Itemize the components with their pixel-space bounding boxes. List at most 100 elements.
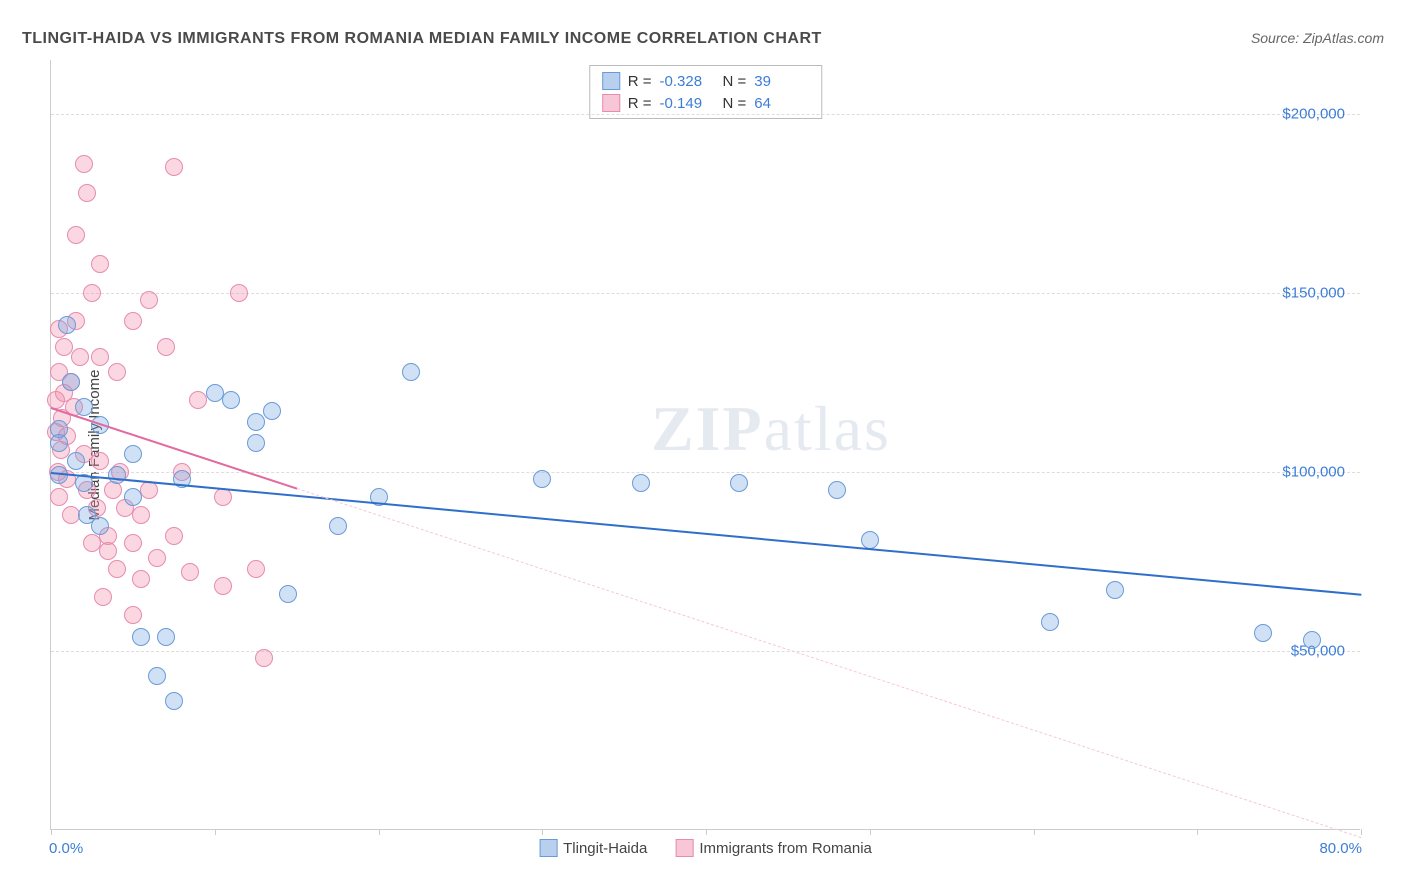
legend-item: Immigrants from Romania (675, 839, 872, 857)
scatter-point (124, 445, 142, 463)
stats-row: R =-0.149N =64 (602, 92, 810, 114)
scatter-point (94, 588, 112, 606)
scatter-point (214, 577, 232, 595)
x-axis-min-label: 0.0% (49, 840, 83, 857)
legend-swatch (675, 839, 693, 857)
scatter-plot-area: Median Family Income ZIPatlas R =-0.328N… (50, 60, 1360, 830)
chart-title: TLINGIT-HAIDA VS IMMIGRANTS FROM ROMANIA… (22, 30, 822, 48)
y-tick-label: $100,000 (1282, 463, 1345, 480)
scatter-point (132, 506, 150, 524)
source-attribution: Source: ZipAtlas.com (1251, 30, 1384, 46)
stat-n-value: 64 (754, 95, 809, 112)
scatter-point (632, 474, 650, 492)
y-tick-label: $150,000 (1282, 284, 1345, 301)
scatter-point (124, 488, 142, 506)
scatter-point (402, 363, 420, 381)
scatter-point (329, 517, 347, 535)
scatter-point (1254, 624, 1272, 642)
stat-r-value: -0.149 (660, 95, 715, 112)
legend-bottom: Tlingit-Haida Immigrants from Romania (539, 839, 872, 857)
x-tick (215, 829, 216, 835)
scatter-point (55, 338, 73, 356)
scatter-point (108, 466, 126, 484)
scatter-point (1303, 631, 1321, 649)
watermark: ZIPatlas (651, 392, 891, 466)
scatter-point (206, 384, 224, 402)
trend-line (51, 472, 1361, 596)
scatter-point (148, 549, 166, 567)
scatter-point (165, 692, 183, 710)
watermark-light: atlas (764, 393, 891, 464)
gridline-horizontal (51, 651, 1360, 652)
scatter-point (67, 226, 85, 244)
gridline-horizontal (51, 114, 1360, 115)
scatter-point (83, 534, 101, 552)
x-tick (1034, 829, 1035, 835)
legend-label: Tlingit-Haida (563, 840, 647, 857)
x-axis-max-label: 80.0% (1319, 840, 1362, 857)
scatter-point (91, 452, 109, 470)
stat-r-value: -0.328 (660, 73, 715, 90)
trend-line-extrapolated (296, 488, 1361, 838)
scatter-point (124, 312, 142, 330)
scatter-point (181, 563, 199, 581)
stat-r-label: R = (628, 95, 652, 112)
source-prefix: Source: (1251, 30, 1303, 46)
scatter-point (1041, 613, 1059, 631)
scatter-point (861, 531, 879, 549)
scatter-point (78, 184, 96, 202)
scatter-point (75, 155, 93, 173)
scatter-point (1106, 581, 1124, 599)
scatter-point (157, 338, 175, 356)
scatter-point (730, 474, 748, 492)
x-tick (51, 829, 52, 835)
scatter-point (189, 391, 207, 409)
watermark-bold: ZIP (651, 393, 764, 464)
scatter-point (148, 667, 166, 685)
scatter-point (71, 348, 89, 366)
scatter-point (828, 481, 846, 499)
scatter-point (50, 434, 68, 452)
scatter-point (279, 585, 297, 603)
scatter-point (108, 363, 126, 381)
scatter-point (62, 506, 80, 524)
scatter-point (91, 348, 109, 366)
scatter-point (124, 534, 142, 552)
correlation-stats-box: R =-0.328N =39R =-0.149N =64 (589, 65, 823, 119)
x-tick (379, 829, 380, 835)
scatter-point (132, 628, 150, 646)
x-tick (1197, 829, 1198, 835)
stat-r-label: R = (628, 73, 652, 90)
scatter-point (58, 316, 76, 334)
scatter-point (50, 488, 68, 506)
scatter-point (108, 560, 126, 578)
scatter-point (247, 434, 265, 452)
y-tick-label: $200,000 (1282, 105, 1345, 122)
scatter-point (247, 413, 265, 431)
scatter-point (157, 628, 175, 646)
scatter-point (247, 560, 265, 578)
x-tick (542, 829, 543, 835)
scatter-point (75, 398, 93, 416)
series-swatch (602, 72, 620, 90)
scatter-point (124, 606, 142, 624)
x-tick (870, 829, 871, 835)
stat-n-value: 39 (754, 73, 809, 90)
scatter-point (132, 570, 150, 588)
legend-swatch (539, 839, 557, 857)
series-swatch (602, 94, 620, 112)
scatter-point (62, 373, 80, 391)
scatter-point (91, 255, 109, 273)
scatter-point (83, 284, 101, 302)
scatter-point (67, 452, 85, 470)
scatter-point (165, 527, 183, 545)
stat-n-label: N = (723, 73, 747, 90)
source-name: ZipAtlas.com (1303, 30, 1384, 46)
scatter-point (222, 391, 240, 409)
scatter-point (165, 158, 183, 176)
legend-item: Tlingit-Haida (539, 839, 647, 857)
stats-row: R = -0.328 N = 39 (602, 70, 810, 92)
legend-label: Immigrants from Romania (699, 840, 872, 857)
scatter-point (533, 470, 551, 488)
scatter-point (255, 649, 273, 667)
